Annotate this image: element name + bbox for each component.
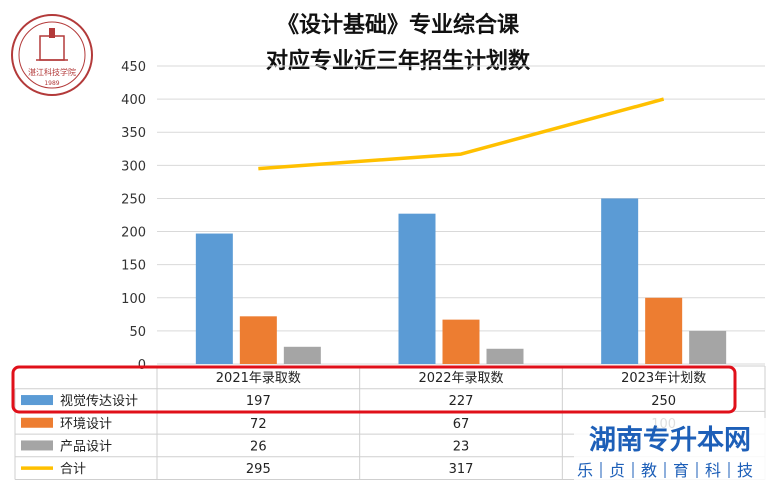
data-label: 72 [250, 417, 267, 432]
data-label: 67 [453, 417, 470, 432]
data-label: 250 [651, 394, 676, 409]
watermark-char: 技 [737, 461, 753, 480]
gridlines [157, 65, 765, 365]
legend-entry: 产品设计 [60, 439, 112, 454]
watermark-title: 湖南专升本网 [589, 425, 751, 456]
university-logo: 湛江科技学院 1989 [11, 14, 93, 96]
data-label: 295 [246, 462, 271, 477]
legend-swatch [21, 440, 53, 451]
bar [239, 316, 277, 364]
bar [486, 348, 524, 364]
total-line [258, 97, 665, 171]
y-tick-label: 200 [121, 226, 146, 241]
series-line [258, 97, 665, 171]
logo-text: 湛江科技学院 [28, 67, 76, 77]
logo-year: 1989 [44, 80, 59, 87]
table-header: 2022年录取数 [418, 371, 503, 386]
watermark-char: 贞 [609, 461, 625, 480]
data-label: 317 [449, 462, 474, 477]
y-tick-label: 400 [121, 93, 146, 108]
table-header: 2021年录取数 [216, 371, 301, 386]
bar [689, 330, 727, 364]
y-tick-label: 300 [121, 159, 146, 174]
watermark-char: 科 [705, 461, 721, 480]
bar [195, 233, 233, 364]
watermark-char: 教 [641, 461, 657, 480]
y-tick-label: 100 [121, 292, 146, 307]
data-label: 197 [246, 394, 271, 409]
chart-title-line2: 对应专业近三年招生计划数 [266, 48, 531, 74]
legend-swatch [21, 395, 53, 406]
y-tick-label: 50 [129, 325, 146, 340]
legend-swatch [21, 417, 53, 428]
bar [645, 297, 683, 364]
legend-entry: 环境设计 [60, 417, 112, 432]
legend-entry: 视觉传达设计 [60, 394, 138, 409]
highlight-box [11, 365, 737, 414]
bar [283, 346, 321, 364]
watermark-char: 育 [673, 461, 689, 480]
data-label: 23 [453, 439, 470, 454]
data-label: 227 [449, 394, 474, 409]
bar [398, 213, 436, 364]
bar [442, 319, 480, 364]
y-tick-label: 450 [121, 60, 146, 75]
bars [195, 198, 727, 364]
data-label: 26 [250, 439, 267, 454]
y-tick-label: 150 [121, 259, 146, 274]
watermark-char: 乐 [577, 461, 593, 480]
bar [601, 198, 639, 364]
y-tick-label: 250 [121, 192, 146, 207]
watermark-subtitle: 乐贞教育科技 [577, 461, 753, 480]
table-header: 2023年计划数 [621, 371, 706, 386]
chart-title-line1: 《设计基础》专业综合课 [277, 12, 520, 38]
legend-entry: 合计 [60, 462, 86, 477]
y-tick-label: 350 [121, 126, 146, 141]
